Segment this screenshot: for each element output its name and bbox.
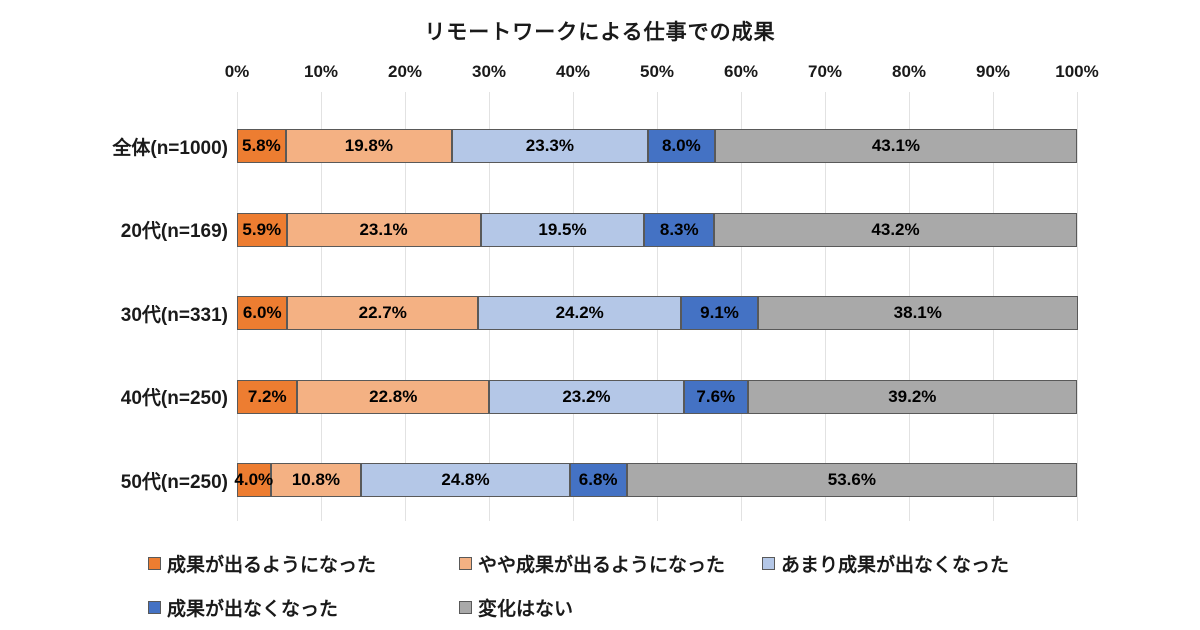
bar-segment: 23.3% [452, 129, 648, 163]
bar-value-label: 22.7% [358, 303, 407, 322]
bar-segment: 19.8% [285, 129, 453, 163]
category-label: 40代(n=250) [120, 388, 228, 409]
bar-segment: 23.2% [488, 379, 684, 414]
category-label: 全体(n=1000) [112, 137, 228, 159]
bar-row: 4.0% 10.8% 24.8% 6.8% 53.6% [234, 463, 1077, 497]
bar-segment: 22.7% [287, 296, 479, 330]
bar-value-label: 6.0% [242, 303, 282, 322]
legend-item: 成果が出なくなった [148, 590, 338, 624]
legend-label: 成果が出なくなった [167, 598, 339, 620]
bar-segment: 39.2% [747, 379, 1077, 414]
bar-value-label: 6.8% [578, 470, 618, 489]
bar-value-label: 38.1% [893, 303, 942, 322]
bar-segment: 8.3% [644, 212, 715, 247]
bar-segment: 43.2% [714, 212, 1077, 247]
x-tick-label: 100% [1055, 62, 1099, 81]
legend-marker [148, 556, 161, 570]
legend-marker [762, 556, 775, 570]
bar-segment: 4.0% [234, 463, 274, 497]
bar-value-label: 23.1% [359, 219, 408, 239]
legend-label: 成果が出るようになった [167, 554, 377, 576]
bar-segment: 43.1% [714, 129, 1077, 163]
x-tick-label: 20% [387, 62, 423, 81]
bar-value-label: 8.0% [661, 136, 701, 155]
category-label: 20代(n=169) [120, 221, 228, 242]
bar-segment: 24.8% [361, 463, 570, 497]
legend-item: 成果が出るようになった [148, 546, 376, 580]
bar-value-label: 10.8% [291, 470, 341, 489]
x-tick-label: 70% [807, 62, 843, 81]
bar-value-label: 43.2% [871, 219, 920, 239]
bar-segment: 10.8% [270, 463, 362, 497]
legend-label: あまり成果が出なくなった [781, 554, 1010, 576]
bar-value-label: 19.8% [344, 136, 393, 155]
bar-segment: 19.5% [480, 212, 645, 247]
x-tick-label: 50% [639, 62, 675, 81]
bar-value-label: 9.1% [700, 303, 739, 322]
bar-row: 5.8% 19.8% 23.3% 8.0% 43.1% [237, 129, 1077, 163]
bar-row: 6.0% 22.7% 24.2% 9.1% 38.1% [237, 296, 1078, 330]
bar-segment: 53.6% [626, 463, 1077, 497]
bar-value-label: 8.3% [659, 219, 699, 239]
category-label: 30代(n=331) [120, 304, 228, 326]
x-tick-label: 40% [555, 62, 591, 81]
legend-marker [459, 600, 472, 614]
bar-segment: 5.8% [237, 129, 286, 163]
x-tick-label: 0% [224, 62, 250, 81]
category-label: 50代(n=250) [120, 471, 228, 493]
bar-segment: 6.0% [237, 296, 288, 330]
bar-segment: 8.0% [647, 129, 715, 163]
bar-segment: 24.2% [478, 296, 682, 330]
bar-value-label: 5.8% [241, 136, 281, 155]
bar-segment: 9.1% [681, 296, 758, 330]
bar-value-label: 23.3% [525, 136, 574, 155]
bar-value-label: 7.2% [247, 386, 287, 406]
bar-value-label: 5.9% [242, 219, 282, 239]
bar-value-label: 24.8% [441, 470, 490, 489]
bar-value-label: 24.2% [555, 303, 604, 322]
legend-label: 変化はない [478, 598, 574, 620]
bar-value-label: 43.1% [871, 136, 921, 155]
x-tick-label: 30% [471, 62, 507, 81]
bar-value-label: 39.2% [888, 386, 937, 406]
bar-segment: 23.1% [286, 212, 481, 247]
legend-item: あまり成果が出なくなった [762, 546, 1009, 580]
legend-label: やや成果が出るようになった [478, 554, 726, 576]
legend-item: 変化はない [459, 590, 573, 624]
legend-marker [459, 556, 472, 570]
bar-value-label: 23.2% [562, 386, 611, 406]
bar-value-label: 4.0% [234, 470, 274, 489]
x-tick-label: 80% [891, 62, 927, 81]
x-tick-label: 90% [975, 62, 1011, 81]
legend-marker [148, 600, 161, 614]
bar-segment: 6.8% [569, 463, 627, 497]
bar-segment: 5.9% [237, 212, 287, 247]
legend-item: やや成果が出るようになった [459, 546, 725, 580]
x-tick-label: 10% [303, 62, 339, 81]
x-tick-label: 60% [723, 62, 759, 81]
bar-segment: 7.2% [237, 379, 298, 414]
bar-row: 5.9% 23.1% 19.5% 8.3% 43.2% [237, 212, 1077, 247]
bar-value-label: 19.5% [538, 219, 587, 239]
chart-title: リモートワークによる仕事での成果 [424, 21, 776, 44]
bar-segment: 38.1% [757, 296, 1078, 330]
bar-value-label: 22.8% [369, 386, 418, 406]
bar-value-label: 53.6% [827, 470, 876, 489]
bar-segment: 22.8% [297, 379, 489, 414]
bar-value-label: 7.6% [696, 386, 736, 406]
bar-segment: 7.6% [683, 379, 748, 414]
bar-row: 7.2% 22.8% 23.2% 7.6% 39.2% [237, 379, 1077, 414]
